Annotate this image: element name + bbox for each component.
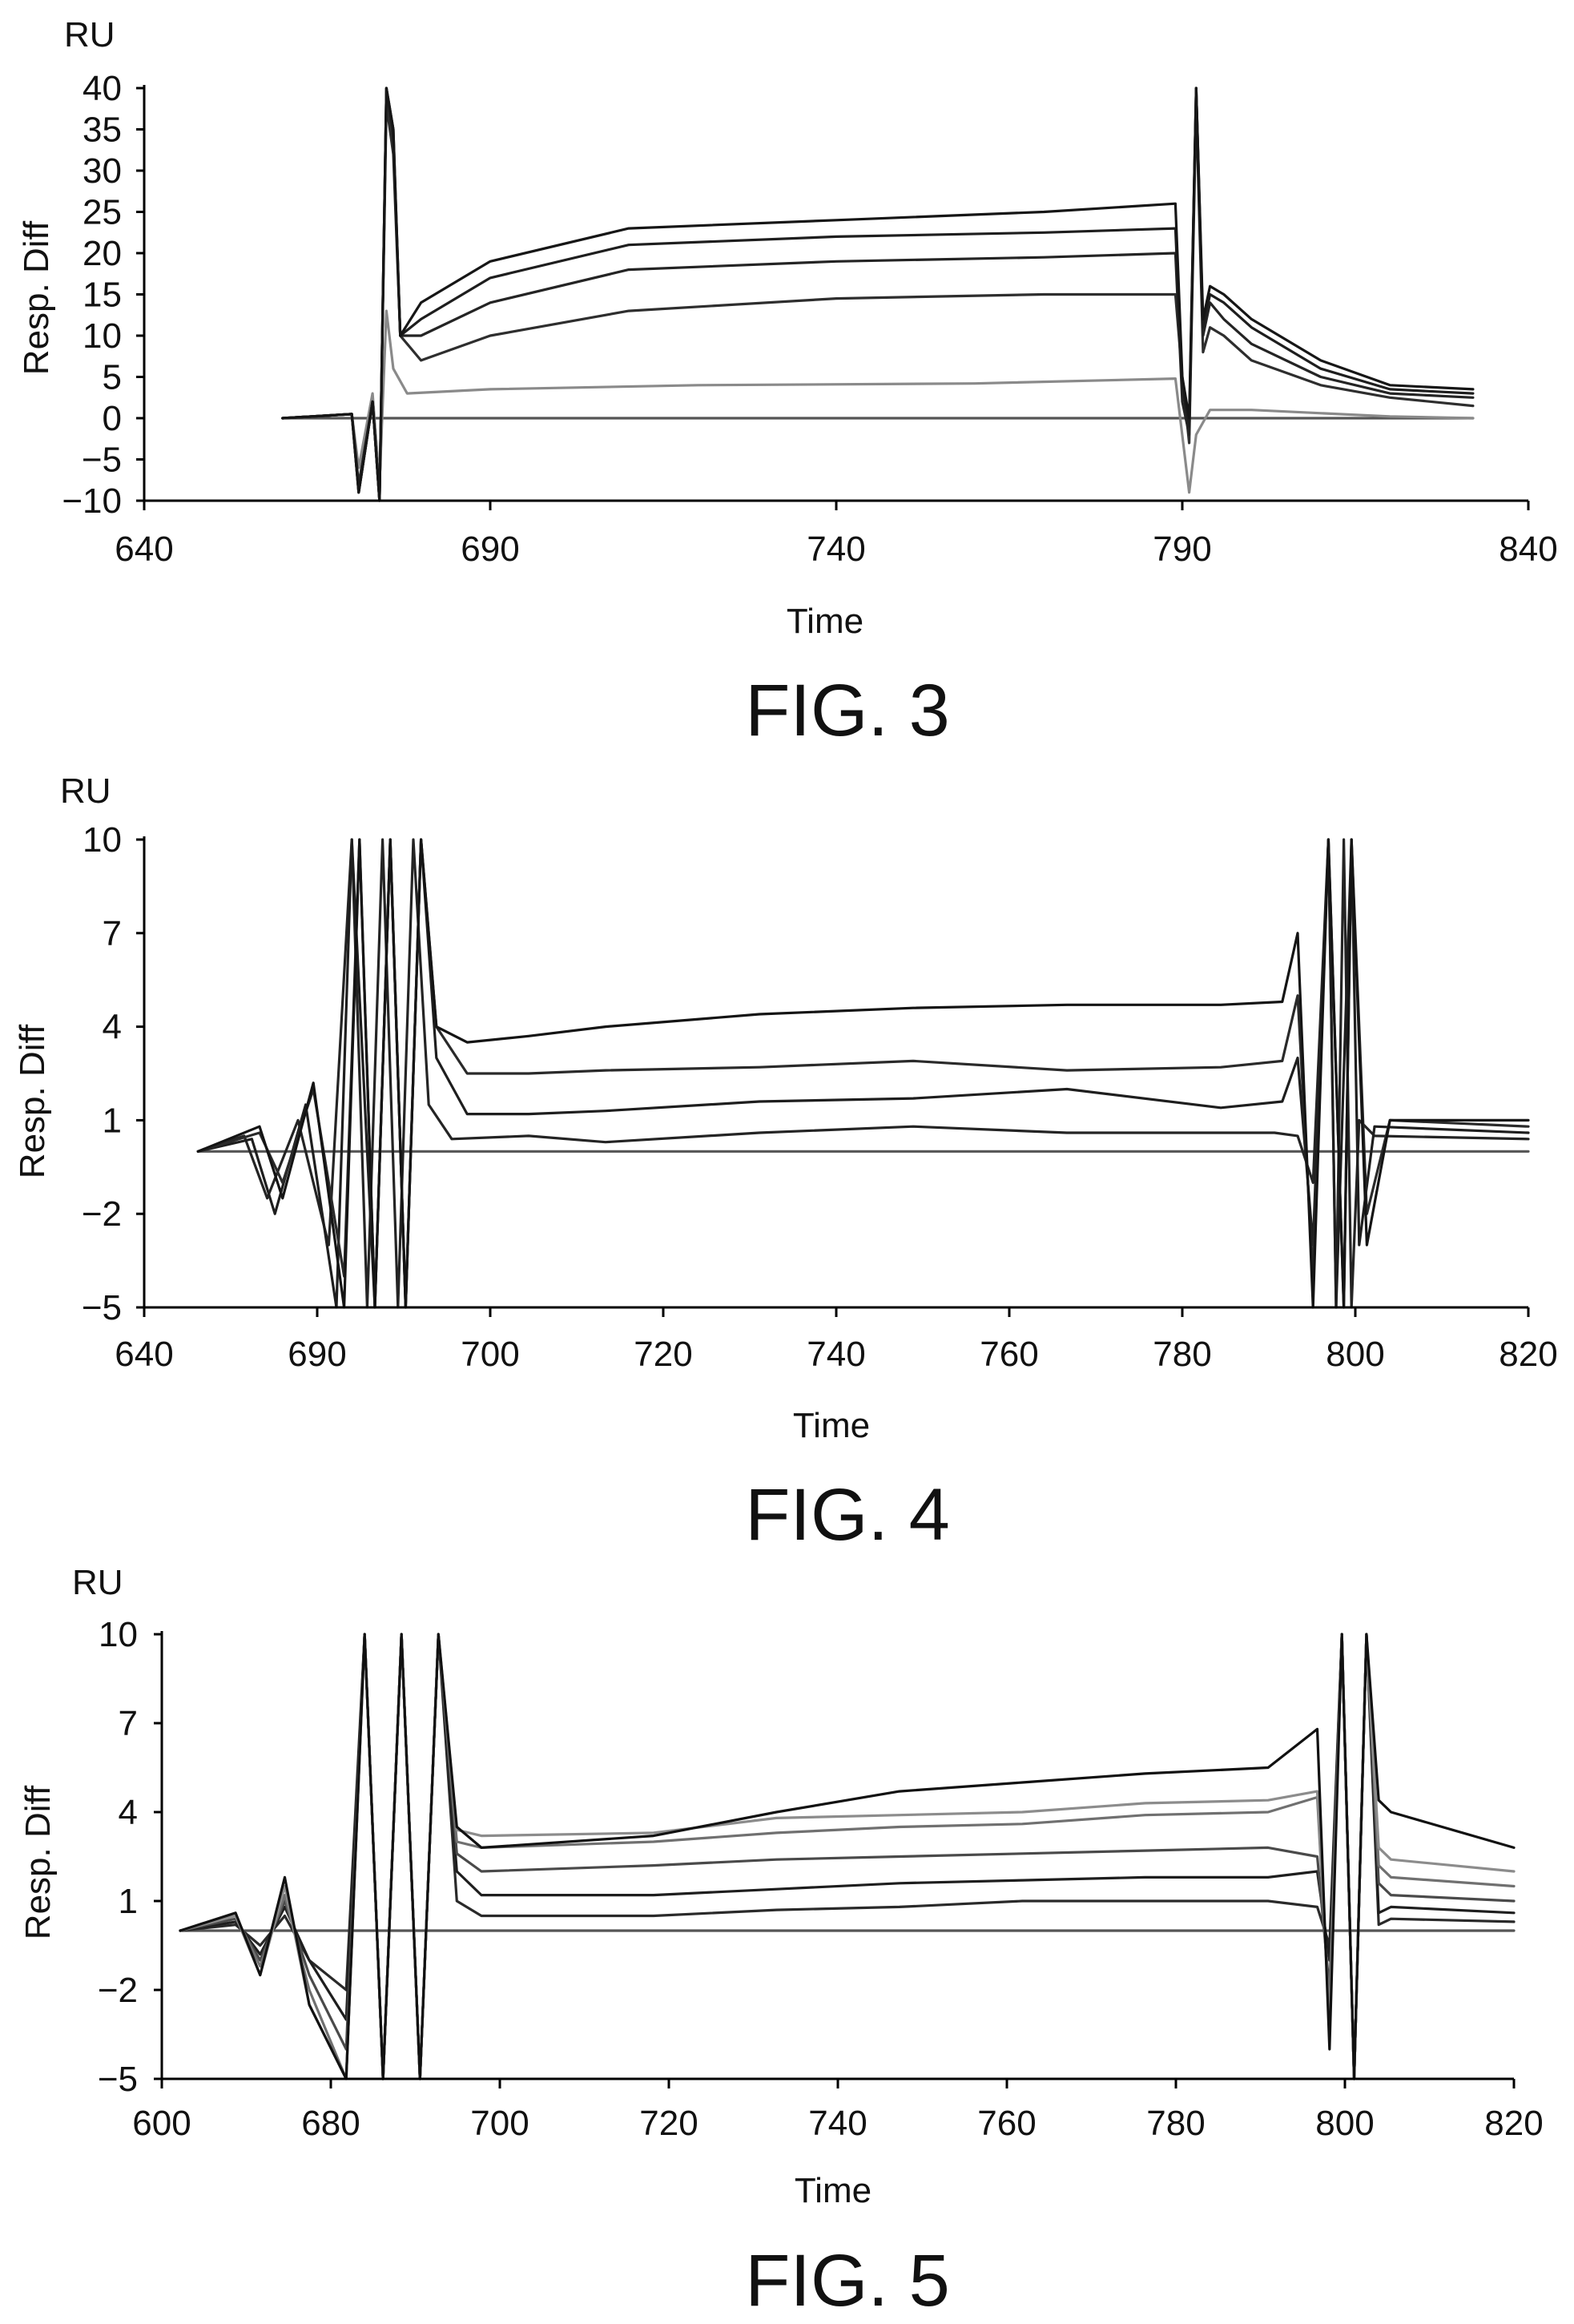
x-tick-label: 720 [634,1335,692,1374]
y-tick-label: 4 [119,1793,138,1832]
figure-4-x-axis-title: Time [793,1406,870,1445]
x-tick-label: 640 [115,1335,173,1374]
y-tick-label: 4 [103,1008,122,1047]
y-tick-label: −5 [98,2060,138,2099]
y-tick-label: −2 [98,1971,138,2010]
figure-5-x-axis-title: Time [795,2171,872,2210]
x-tick-label: 720 [639,2104,698,2143]
x-tick-label: 820 [1484,2104,1543,2143]
figure-4-plot: 10 7 4 1 −2 −5 640 690 700 720 740 760 780 800 820 [82,820,1558,1374]
x-tick-label: 600 [132,2104,191,2143]
y-tick-label: −2 [82,1194,122,1234]
y-tick-label: 30 [83,151,122,191]
figure-5-caption: FIG. 5 [745,2240,950,2322]
x-tick-label: 690 [288,1335,346,1374]
x-tick-label: 780 [1153,1335,1211,1374]
figure-4: 10 7 4 1 −2 −5 640 690 700 720 740 760 780 800 820 RU … [0,769,1574,1562]
x-tick-label: 780 [1146,2104,1205,2143]
figure-3-unit-label: RU [64,15,115,54]
y-tick-label: 7 [119,1704,138,1743]
x-tick-label: 640 [115,530,173,569]
x-tick-label: 740 [807,1335,865,1374]
figure-3: 40 35 30 25 20 15 10 5 0 −5 −10 640 690 740 790 840 RU … [0,0,1574,769]
x-tick-label: 760 [980,1335,1038,1374]
x-tick-label: 760 [977,2104,1036,2143]
y-tick-label: 15 [83,276,122,315]
x-tick-label: 740 [808,2104,867,2143]
x-tick-label: 700 [461,1335,519,1374]
figure-4-caption: FIG. 4 [745,1474,950,1556]
figure-3-caption: FIG. 3 [745,670,950,751]
y-tick-label: 5 [103,358,122,397]
y-tick-label: 20 [83,234,122,273]
figure-3-x-axis-title: Time [787,602,863,641]
x-tick-label: 820 [1499,1335,1557,1374]
figure-5-plot: 10 7 4 1 −2 −5 600 680 700 720 740 760 780 800 820 [98,1615,1544,2143]
y-tick-label: 40 [83,69,122,108]
x-tick-label: 680 [301,2104,360,2143]
series-line-3 [281,103,1475,502]
figure-5-unit-label: RU [72,1563,123,1602]
figure-5: 10 7 4 1 −2 −5 600 680 700 720 740 760 780 800 820 RU … [0,1562,1574,2324]
series-line-3 [196,838,1530,1309]
series-line-2 [196,838,1530,1309]
series-line-5 [196,838,1530,1309]
series-line-5 [281,87,1475,502]
y-tick-label: −5 [82,1288,122,1327]
figure-5-y-axis-title: Resp. Diff [18,1785,58,1939]
series-line-7 [179,1633,1516,2080]
y-tick-label: −5 [82,441,122,480]
figure-4-y-axis-title: Resp. Diff [13,1024,52,1178]
y-tick-label: 10 [99,1615,138,1654]
y-tick-label: 1 [119,1882,138,1921]
x-tick-label: 800 [1326,1335,1384,1374]
y-tick-label: 10 [83,316,122,356]
y-tick-label: 10 [83,820,122,860]
figure-4-unit-label: RU [60,771,111,811]
y-tick-label: 7 [103,914,122,953]
x-tick-label: 790 [1153,530,1211,569]
x-tick-label: 800 [1315,2104,1374,2143]
y-tick-label: 25 [83,193,122,232]
x-tick-label: 740 [807,530,865,569]
figure-3-y-axis-title: Resp. Diff [17,220,56,375]
series-line-6 [281,87,1475,502]
series-line-2 [281,309,1475,494]
x-tick-label: 700 [470,2104,529,2143]
x-tick-label: 840 [1499,530,1557,569]
y-tick-label: 0 [103,399,122,438]
y-tick-label: 1 [103,1101,122,1140]
y-tick-label: 35 [83,111,122,150]
x-tick-label: 690 [461,530,519,569]
y-tick-label: −10 [62,481,122,521]
